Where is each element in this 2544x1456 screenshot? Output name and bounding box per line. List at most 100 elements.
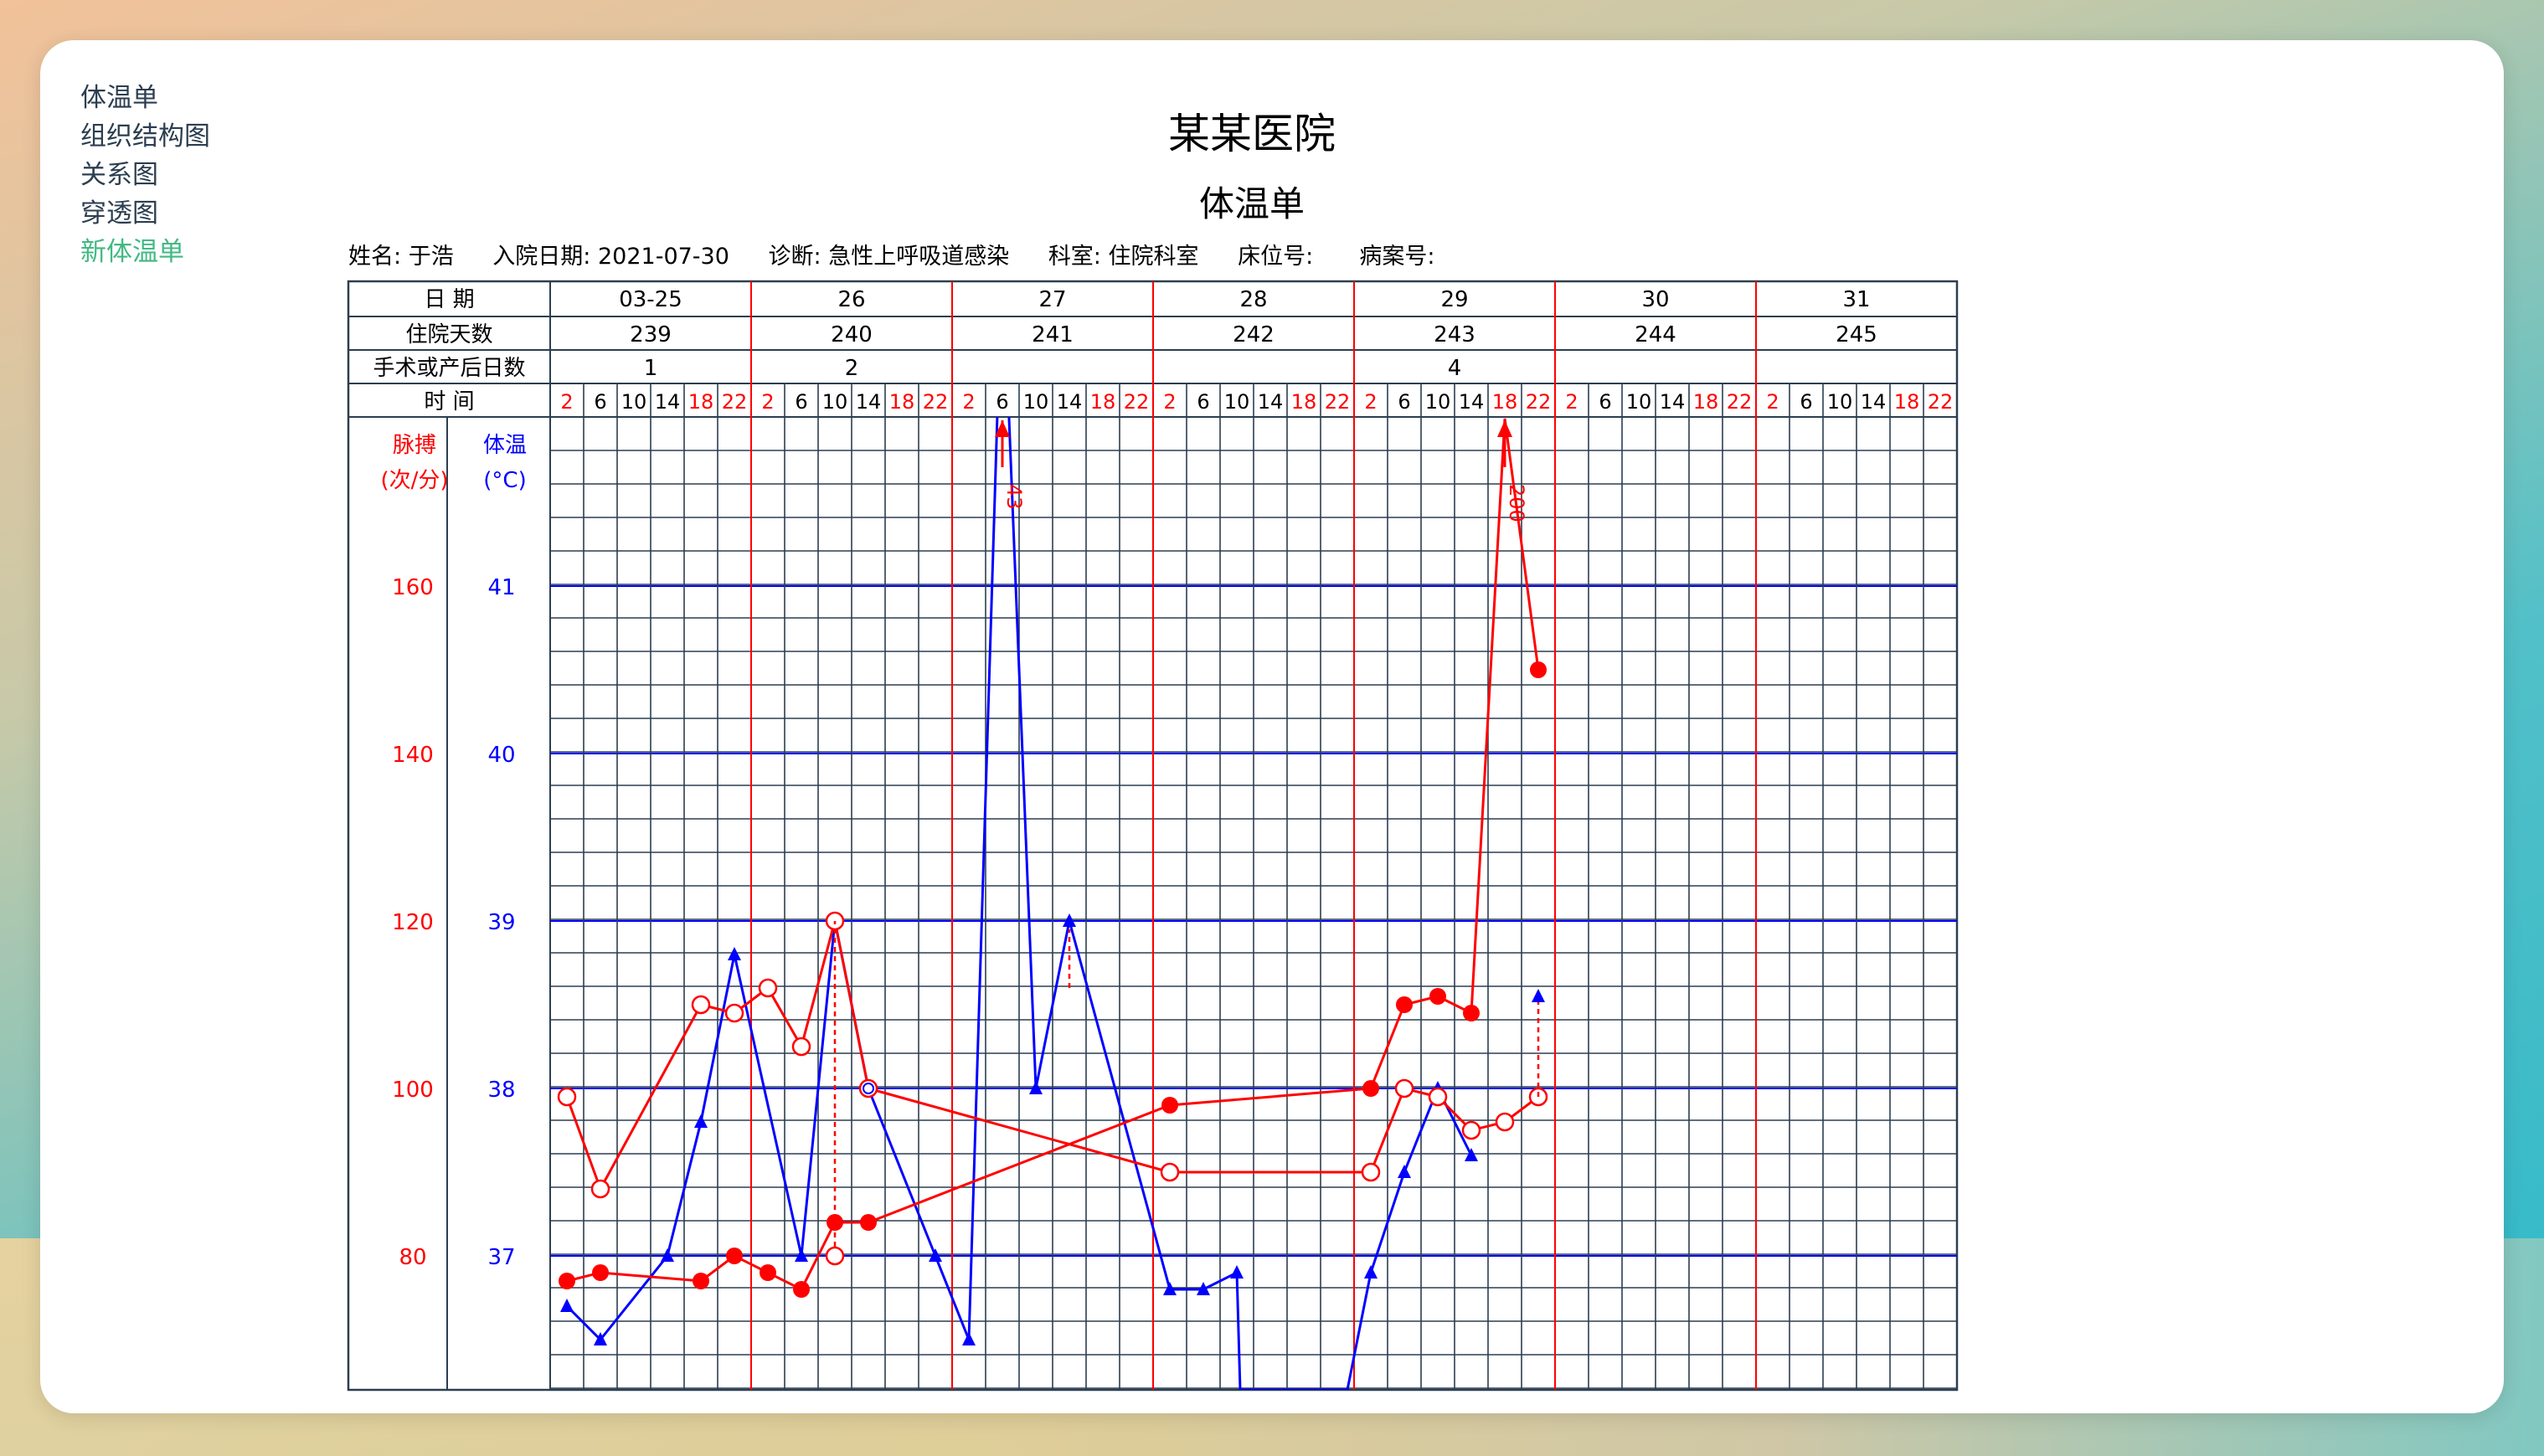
time-cell: 6 (1197, 390, 1209, 414)
time-cell: 14 (1258, 390, 1284, 414)
heart-rate-point (1394, 1078, 1414, 1098)
bed-label: 床位号: (1238, 244, 1314, 270)
time-cell: 22 (923, 390, 949, 414)
sidebar-nav: 体温单 组织结构图 关系图 穿透图 新体温单 (80, 79, 210, 271)
nav-item-org-chart[interactable]: 组织结构图 (80, 121, 210, 152)
nav-item-relation-graph[interactable]: 关系图 (80, 160, 158, 190)
time-cell: 6 (1800, 390, 1812, 414)
time-cell: 18 (889, 390, 915, 414)
temp-point (1197, 1282, 1210, 1295)
time-cell: 6 (795, 390, 807, 414)
time-cell: 6 (1398, 390, 1410, 414)
op-day-cell: 2 (845, 356, 859, 381)
temp-point (962, 1332, 976, 1345)
hospital-title: 某某医院 (1168, 110, 1336, 158)
temp-tick: 37 (487, 1245, 515, 1270)
time-cell: 14 (1459, 390, 1485, 414)
pulse-point (1463, 1005, 1480, 1021)
pulse-tick: 100 (392, 1078, 434, 1103)
pulse-point (760, 1264, 776, 1281)
nav-item-temperature-chart[interactable]: 体温单 (80, 83, 158, 113)
pulse-point (1161, 1097, 1178, 1114)
time-cell: 10 (1425, 390, 1451, 414)
time-cell: 14 (1660, 390, 1686, 414)
time-cell: 10 (822, 390, 848, 414)
temp-point (1163, 1282, 1177, 1295)
temp-axis-unit: (°C) (483, 468, 526, 493)
heart-rate-point (1428, 1087, 1448, 1107)
temp-point (728, 947, 741, 960)
time-cell: 6 (996, 390, 1008, 414)
diagnosis-label: 诊断: (768, 244, 821, 270)
op-day-cell: 4 (1448, 356, 1462, 381)
heart-rate-point (758, 978, 778, 998)
time-cell: 18 (1291, 390, 1317, 414)
admit-label: 入院日期: (492, 244, 591, 270)
nav-item-new-temperature-chart[interactable]: 新体温单 (80, 237, 184, 267)
diagnosis: 急性上呼吸道感染 (828, 244, 1010, 270)
date-cell: 28 (1239, 287, 1267, 312)
heart-rate-point (1160, 1162, 1180, 1182)
time-cell: 18 (1492, 390, 1518, 414)
temp-point (1465, 1148, 1478, 1161)
pulse-tick: 160 (392, 575, 434, 600)
temp-point (795, 1248, 808, 1262)
pulse-point (1362, 1080, 1379, 1097)
time-cell: 18 (1693, 390, 1719, 414)
time-cell: 2 (1766, 390, 1779, 414)
row-label-time: 时 间 (424, 389, 474, 414)
row-label-op: 手术或产后日数 (373, 356, 525, 381)
admit-date: 2021-07-30 (598, 244, 729, 270)
heart-rate-point (1495, 1112, 1515, 1132)
name-label: 姓名: (348, 244, 402, 270)
nav-item-penetration-graph[interactable]: 穿透图 (80, 198, 158, 229)
heart-rate-point (1361, 1162, 1381, 1182)
time-cell: 22 (1124, 390, 1150, 414)
pulse-point (1396, 996, 1413, 1013)
pulse-axis-label: 脉搏 (393, 433, 436, 458)
time-cell: 10 (1224, 390, 1250, 414)
pulse-point (693, 1273, 709, 1289)
hospital-day-cell: 245 (1836, 322, 1877, 347)
heart-rate-point (691, 995, 711, 1015)
date-cell: 03-25 (619, 287, 682, 312)
pulse-point (559, 1273, 575, 1289)
time-cell: 10 (621, 390, 647, 414)
time-cell: 18 (1894, 390, 1920, 414)
time-cell: 14 (1861, 390, 1887, 414)
temp-point (1398, 1165, 1411, 1178)
time-cell: 2 (1364, 390, 1377, 414)
temp-tick: 41 (487, 575, 515, 600)
time-cell: 2 (1565, 390, 1578, 414)
pulse-point (1429, 988, 1446, 1005)
row-label-date: 日 期 (424, 287, 474, 312)
temp-point (1063, 913, 1076, 927)
plot-area: 43 200 (557, 417, 1548, 1390)
time-cell: 22 (1325, 390, 1351, 414)
temp-tick: 39 (487, 910, 515, 935)
time-cell: 14 (655, 390, 681, 414)
time-cell: 22 (722, 390, 748, 414)
temp-pulse-overlap-point (863, 1083, 874, 1094)
time-cell: 2 (1163, 390, 1176, 414)
hospital-day-cell: 242 (1233, 322, 1275, 347)
hospital-day-cell: 244 (1635, 322, 1676, 347)
temp-point (1364, 1265, 1378, 1279)
temp-point (594, 1332, 607, 1345)
temp-axis-label: 体温 (483, 433, 527, 458)
temp-off-chart-arrow-label: 43 (1002, 484, 1026, 510)
time-cell: 18 (1090, 390, 1116, 414)
time-cell: 22 (1928, 390, 1954, 414)
time-cell: 14 (1057, 390, 1083, 414)
temp-off-chart-arrow-head (995, 420, 1010, 437)
hospital-day-cell: 239 (630, 322, 672, 347)
pulse-tick: 80 (399, 1245, 426, 1270)
temp-point (1230, 1265, 1244, 1279)
op-day-cell: 1 (644, 356, 658, 381)
pulse-point (827, 1214, 843, 1231)
temp-point (694, 1114, 708, 1128)
row-label-days: 住院天数 (405, 322, 492, 347)
pulse-tick: 140 (392, 743, 434, 768)
temp-point (560, 1299, 574, 1312)
hospital-day-cell: 240 (831, 322, 873, 347)
